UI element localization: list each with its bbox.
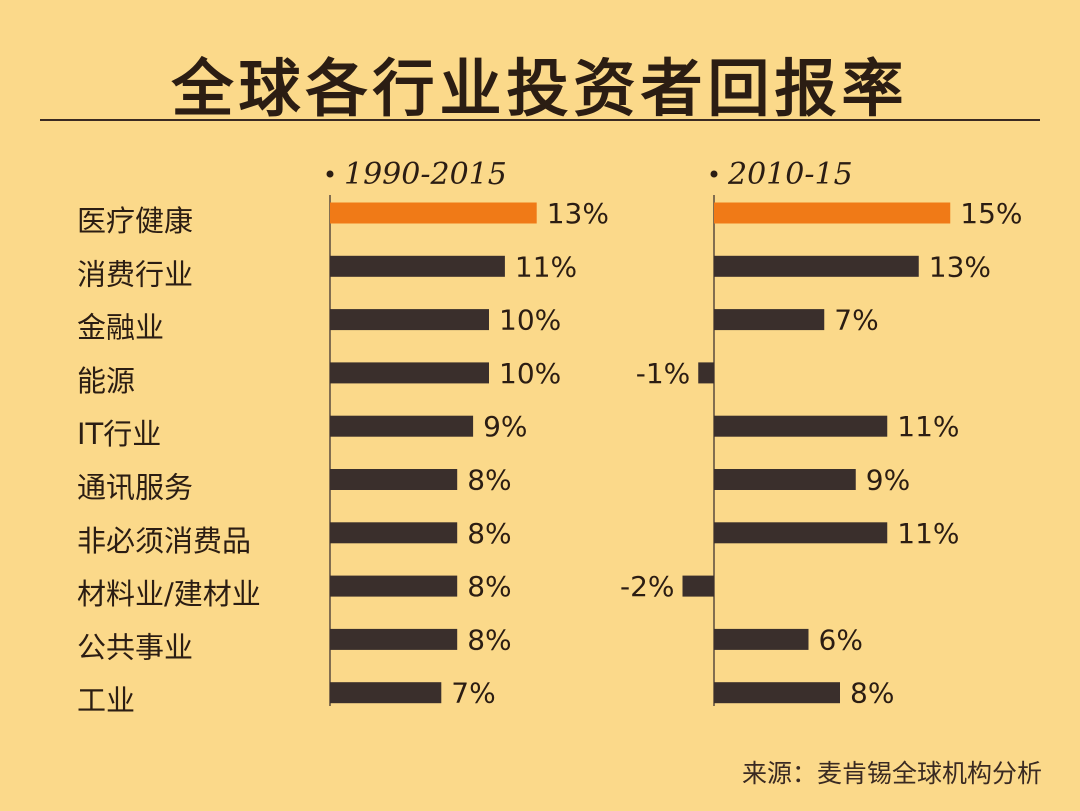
- bar: [714, 469, 856, 490]
- category-label: 工业: [77, 684, 135, 718]
- data-label: 8%: [467, 517, 511, 550]
- bar: [330, 202, 537, 224]
- data-label: 15%: [960, 197, 1022, 230]
- data-label: 10%: [499, 357, 561, 390]
- series-heading: 2010-15: [727, 157, 853, 192]
- category-label: 能源: [77, 364, 135, 398]
- bar: [714, 202, 951, 224]
- data-label: 11%: [515, 250, 577, 283]
- data-label: 10%: [499, 304, 561, 337]
- bar: [714, 682, 840, 704]
- series-heading: 1990-2015: [344, 157, 507, 192]
- bar: [714, 522, 888, 544]
- bar: [330, 628, 458, 650]
- data-label: 7%: [834, 304, 878, 337]
- category-label: 金融业: [77, 311, 164, 345]
- bar: [682, 575, 714, 597]
- bar: [330, 255, 505, 277]
- bar: [330, 415, 474, 437]
- category-label: 消费行业: [77, 257, 193, 291]
- title-divider: [40, 119, 1040, 121]
- data-label: 8%: [467, 570, 511, 603]
- bar: [714, 628, 809, 650]
- bar: [714, 255, 919, 277]
- bar: [698, 362, 714, 384]
- data-label: 13%: [929, 250, 991, 283]
- data-label: 7%: [451, 677, 495, 710]
- data-label: 8%: [467, 623, 511, 656]
- bar: [330, 682, 442, 704]
- data-label: 8%: [467, 464, 511, 497]
- category-label: 材料业/建材业: [77, 577, 261, 611]
- bar: [330, 362, 489, 384]
- series-bullet-icon: [710, 170, 718, 178]
- category-label: IT行业: [77, 417, 161, 451]
- category-label: 通讯服务: [77, 471, 193, 505]
- series-bullet-icon: [326, 170, 334, 178]
- bar: [714, 415, 888, 437]
- bar: [330, 522, 458, 544]
- data-label: 6%: [819, 623, 863, 656]
- chart-title: 全球各行业投资者回报率: [171, 52, 909, 125]
- category-label: 医疗健康: [77, 204, 193, 238]
- data-label: 11%: [897, 410, 959, 443]
- bar: [330, 469, 458, 490]
- data-label: 8%: [850, 677, 894, 710]
- data-label: -2%: [620, 570, 675, 603]
- category-label: 公共事业: [77, 630, 193, 664]
- data-label: 13%: [547, 197, 609, 230]
- bar: [714, 309, 825, 331]
- bar: [330, 575, 458, 597]
- source-note: 来源：麦肯锡全球机构分析: [741, 759, 1042, 788]
- bar: [330, 309, 489, 331]
- data-label: -1%: [636, 357, 691, 390]
- data-label: 11%: [897, 517, 959, 550]
- data-label: 9%: [483, 410, 527, 443]
- data-label: 9%: [866, 464, 910, 497]
- category-label: 非必须消费品: [77, 524, 251, 558]
